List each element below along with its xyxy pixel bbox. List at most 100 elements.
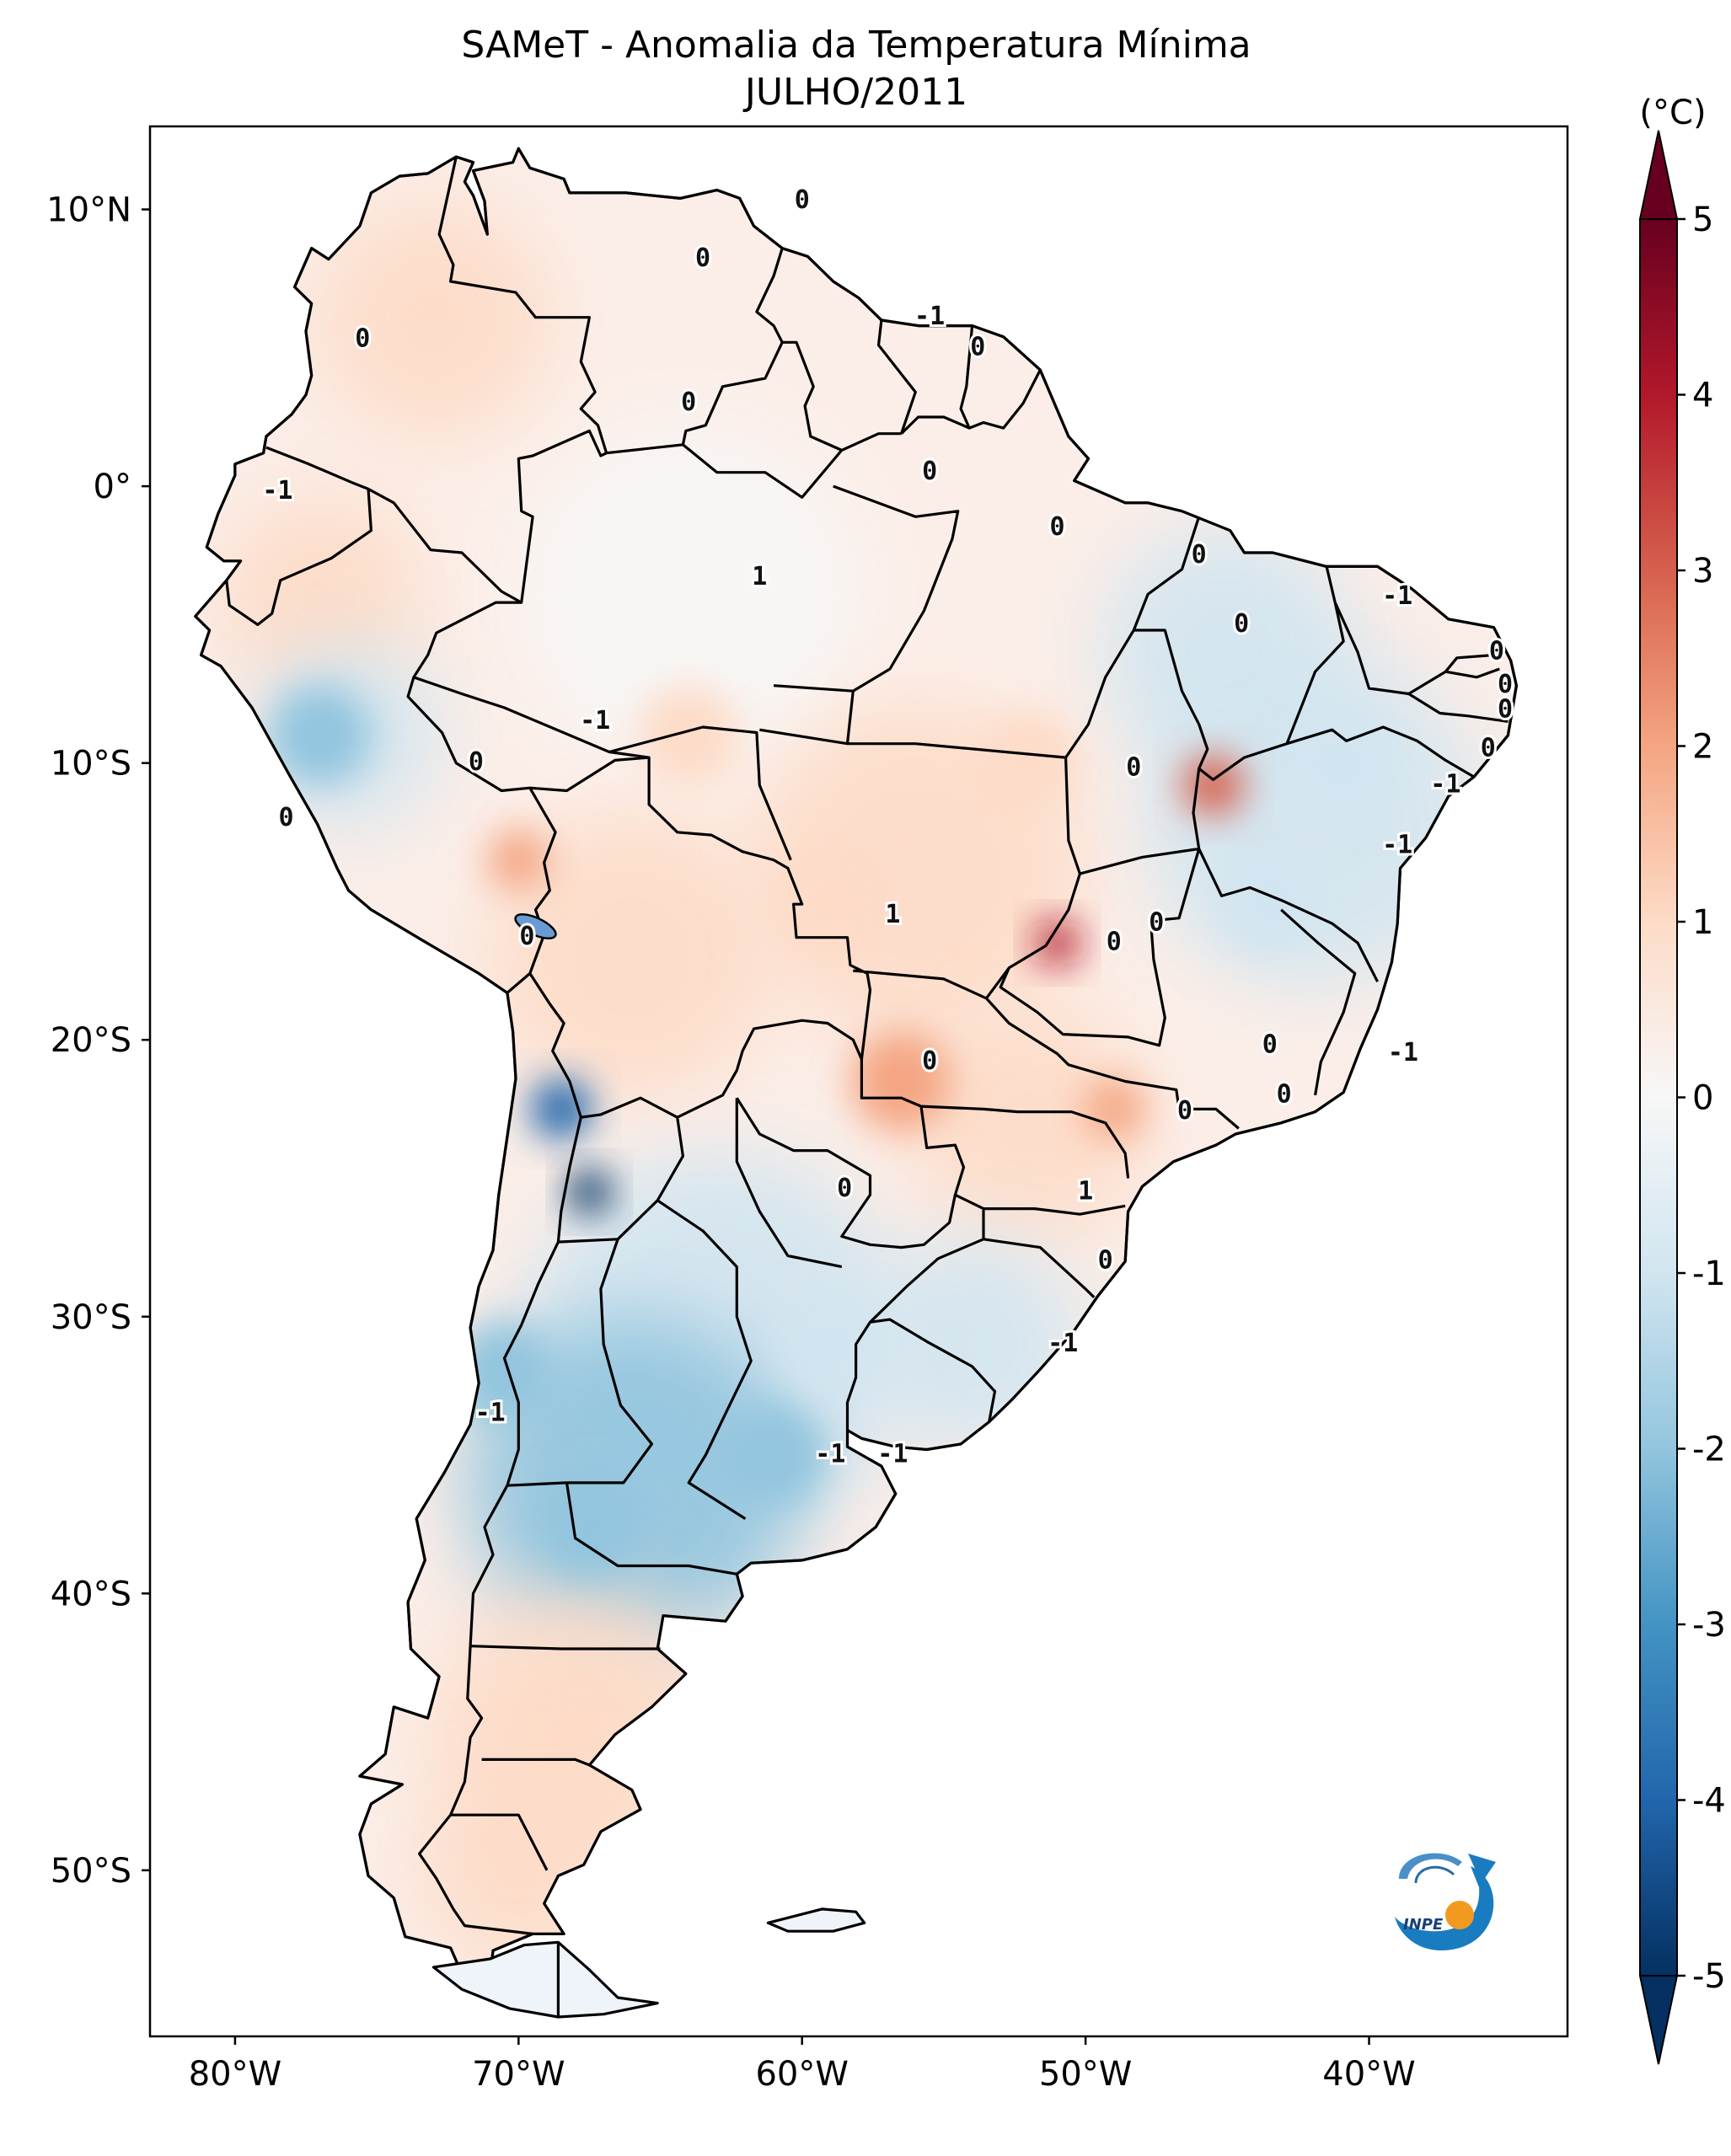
contour-label: 0: [1177, 1096, 1192, 1126]
anomaly-spot: [780, 1293, 882, 1395]
lake-titicaca: [514, 913, 557, 940]
colorbar-tick-label: 5: [1692, 201, 1713, 239]
y-tick-label: 20°S: [51, 1021, 131, 1060]
contour-label: -1: [1048, 1329, 1078, 1358]
anomaly-spot: [723, 1404, 825, 1506]
anomaly-spot: [978, 712, 1080, 814]
anomaly-spot: [567, 1169, 612, 1214]
land-layer: [194, 147, 1518, 2019]
colorbar: (°C) 5 4 3 2 1 0 -1 -2 -3 -4 -5: [1638, 94, 1726, 2065]
y-tick-label: 50°S: [51, 1852, 131, 1891]
longitude-axis: 80°W 70°W 60°W 50°W 40°W: [189, 2036, 1416, 2094]
anomaly-spot: [269, 684, 371, 786]
x-tick-label: 70°W: [472, 2055, 565, 2094]
anomaly-spot: [539, 1474, 640, 1576]
contour-label: -1: [877, 1440, 908, 1469]
colorbar-min-extension: [1638, 1975, 1679, 2065]
colorbar-unit-label: (°C): [1639, 94, 1706, 132]
map-title: SAMeT - Anomalia da Temperatura Mínima: [461, 24, 1251, 67]
coastline: [194, 147, 1518, 1977]
contour-label: 1: [752, 562, 767, 591]
tierra-del-fuego-and-islands: [431, 1907, 866, 2019]
contour-label: 0: [795, 185, 810, 215]
y-tick-label: 40°S: [51, 1575, 131, 1613]
anomaly-region: [910, 1004, 1147, 1241]
anomaly-spot: [1289, 712, 1391, 814]
colorbar-max-extension: [1638, 130, 1679, 220]
contour-label: -1: [914, 302, 945, 331]
latitude-axis: 10°N 0° 10°S 20°S 30°S 40°S 50°S: [46, 191, 150, 1891]
anomaly-spot: [1083, 1078, 1144, 1140]
contour-label: 0: [922, 457, 937, 486]
anomaly-spot: [488, 829, 549, 891]
colorbar-tick-label: -1: [1692, 1255, 1726, 1293]
contour-label: 0: [519, 922, 534, 951]
contour-label: 0: [681, 388, 696, 417]
contour-label: 0: [1277, 1079, 1292, 1109]
contour-label: 0: [1149, 908, 1164, 938]
x-tick-label: 80°W: [189, 2055, 281, 2094]
colorbar-gradient: [1639, 218, 1678, 1977]
contour-label: 0: [1489, 637, 1504, 666]
anomaly-spot: [453, 1321, 555, 1423]
anomaly-spot: [780, 850, 882, 952]
contour-label: 0: [469, 747, 484, 777]
contour-label: -1: [815, 1440, 845, 1469]
country-state-borders: [225, 156, 1509, 2017]
contour-label: 0: [695, 243, 710, 273]
contour-label: 0: [1498, 695, 1513, 725]
contour-label: 0: [1192, 540, 1207, 570]
anomaly-spot: [1035, 921, 1080, 966]
colorbar-tick-label: -5: [1692, 1957, 1726, 1996]
contour-label: 0: [1498, 670, 1513, 699]
anomaly-spot: [1219, 850, 1321, 952]
logo-text: INPE: [1403, 1916, 1444, 1934]
contour-label: 0: [1234, 609, 1249, 639]
map-frame: [148, 125, 1569, 2038]
anomaly-field: [218, 201, 1482, 1971]
contour-label: 0: [922, 1046, 937, 1076]
colorbar-tick-label: 1: [1692, 903, 1713, 942]
anomaly-region: [315, 201, 552, 438]
colorbar-tick-label: 4: [1692, 377, 1713, 415]
colorbar-ticks: 5 4 3 2 1 0 -1 -2 -3 -4 -5: [1677, 201, 1726, 1996]
contour-label: 0: [278, 803, 293, 832]
contour-label: -1: [1388, 1038, 1418, 1067]
colorbar-tick-label: 3: [1692, 552, 1713, 591]
map-subtitle: JULHO/2011: [742, 71, 967, 114]
contour-label: -1: [1382, 831, 1412, 860]
anomaly-spot: [638, 684, 740, 786]
contour-label: -1: [1430, 769, 1460, 799]
contour-label: 0: [1098, 1246, 1113, 1276]
contour-label: -1: [475, 1398, 506, 1427]
colorbar-tick-label: -3: [1692, 1606, 1726, 1645]
y-tick-label: 0°: [94, 468, 131, 506]
contour-label: 0: [1126, 753, 1141, 783]
contour-label: 1: [885, 900, 900, 929]
anomaly-spot: [530, 1078, 592, 1140]
anomaly-region: [520, 428, 858, 766]
contour-label: 0: [355, 324, 370, 353]
y-tick-label: 30°S: [51, 1298, 131, 1337]
contour-label: 0: [1262, 1030, 1278, 1059]
contour-label: 1: [1078, 1176, 1093, 1206]
contour-label: 0: [1481, 734, 1496, 763]
contour-label: 0: [1049, 512, 1064, 542]
inpe-logo-icon: INPE: [1395, 1853, 1496, 1950]
y-tick-label: 10°N: [46, 191, 131, 230]
contour-label: -1: [1382, 581, 1412, 611]
colorbar-tick-label: -2: [1692, 1431, 1726, 1469]
contour-label: -1: [580, 706, 610, 736]
colorbar-tick-label: 2: [1692, 728, 1713, 767]
x-tick-label: 50°W: [1039, 2055, 1132, 2094]
contour-label: 0: [837, 1174, 852, 1203]
colorbar-tick-label: 0: [1692, 1079, 1713, 1118]
anomaly-region: [1101, 526, 1354, 779]
x-tick-label: 40°W: [1322, 2055, 1415, 2094]
contour-label: 0: [970, 332, 985, 361]
x-tick-label: 60°W: [755, 2055, 848, 2094]
colorbar-tick-label: -4: [1692, 1782, 1726, 1821]
